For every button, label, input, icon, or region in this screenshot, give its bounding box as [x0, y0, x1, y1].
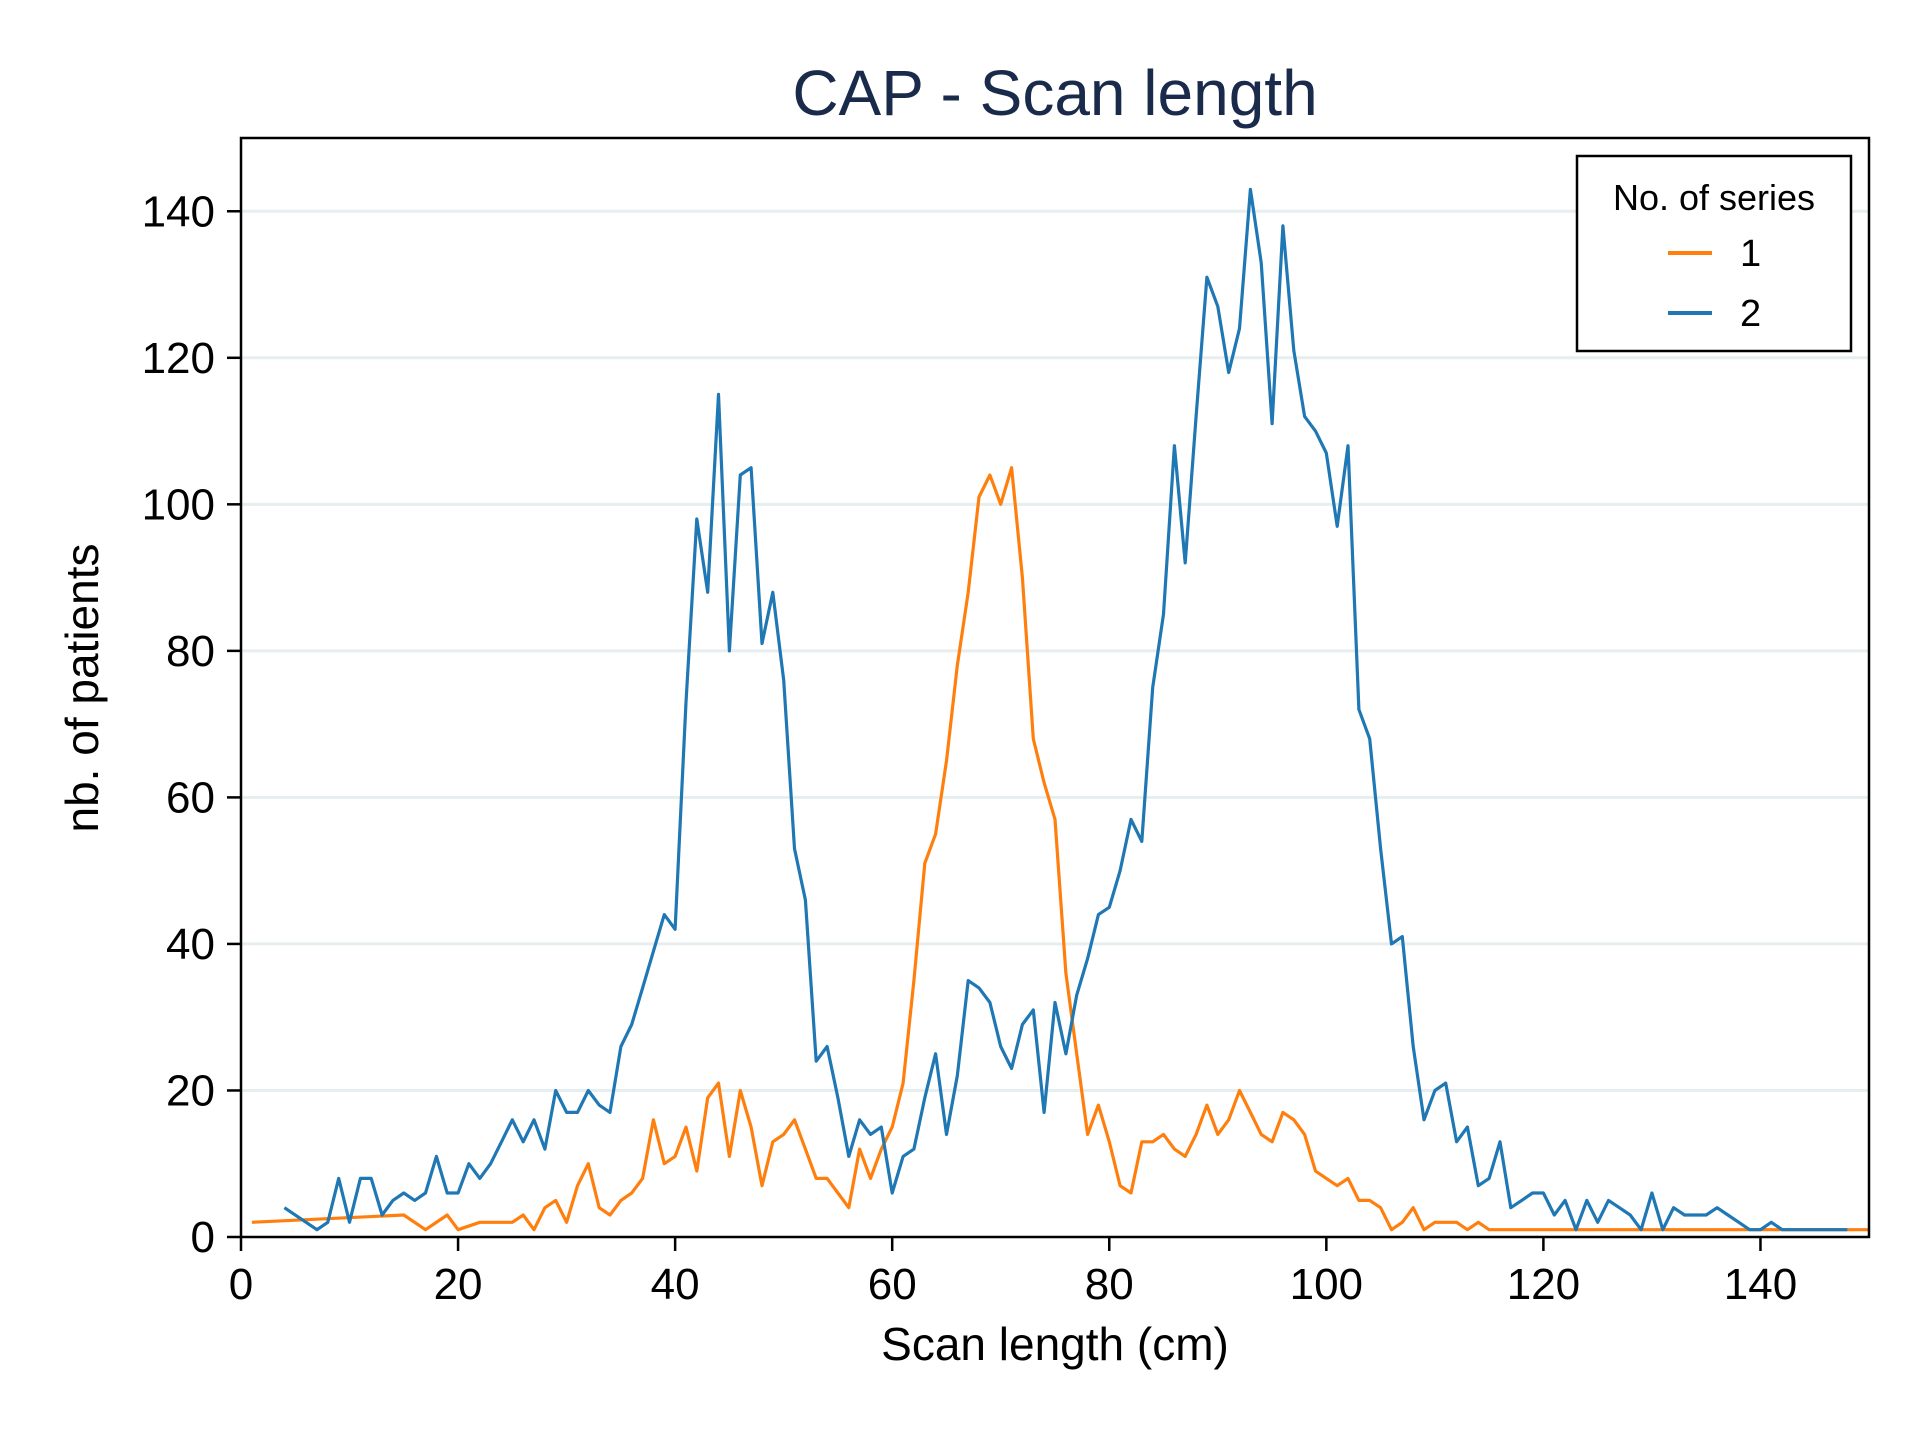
y-tick-label: 60: [166, 773, 215, 822]
legend: No. of series 1 2: [1575, 154, 1853, 353]
x-tick-label: 20: [434, 1260, 483, 1309]
x-tick-label: 120: [1507, 1260, 1580, 1309]
legend-title: No. of series: [1613, 177, 1815, 218]
plot-frame: [239, 136, 1871, 1239]
x-tick-label: 140: [1724, 1260, 1797, 1309]
x-tick-label: 60: [868, 1260, 917, 1309]
y-tick-label: 80: [166, 627, 215, 676]
series-line-1: [251, 466, 1869, 1232]
legend-box: [1575, 154, 1853, 353]
legend-label-series-2: 2: [1740, 293, 1761, 335]
x-tick-label: 100: [1290, 1260, 1363, 1309]
series-line-2: [283, 187, 1848, 1232]
y-tick-label: 100: [142, 480, 215, 529]
y-tick-label: 140: [142, 187, 215, 236]
y-tick-label: 40: [166, 920, 215, 969]
y-tick-label: 0: [191, 1213, 215, 1262]
legend-label-series-1: 1: [1740, 233, 1761, 275]
x-tick-label: 0: [229, 1260, 253, 1309]
y-tick-label: 20: [166, 1066, 215, 1115]
y-tick-label: 120: [142, 334, 215, 383]
x-tick-label: 80: [1085, 1260, 1134, 1309]
axis-ticks: 0 20 40 60 80 100 120 140 0 20 40 60 80 100 120 140: [142, 187, 1798, 1309]
x-tick-label: 40: [651, 1260, 700, 1309]
series-lines: [251, 187, 1869, 1232]
x-axis-label: Scan length (cm): [881, 1318, 1229, 1370]
chart-title: CAP - Scan length: [792, 57, 1317, 129]
y-axis-label: nb. of patients: [56, 544, 108, 833]
